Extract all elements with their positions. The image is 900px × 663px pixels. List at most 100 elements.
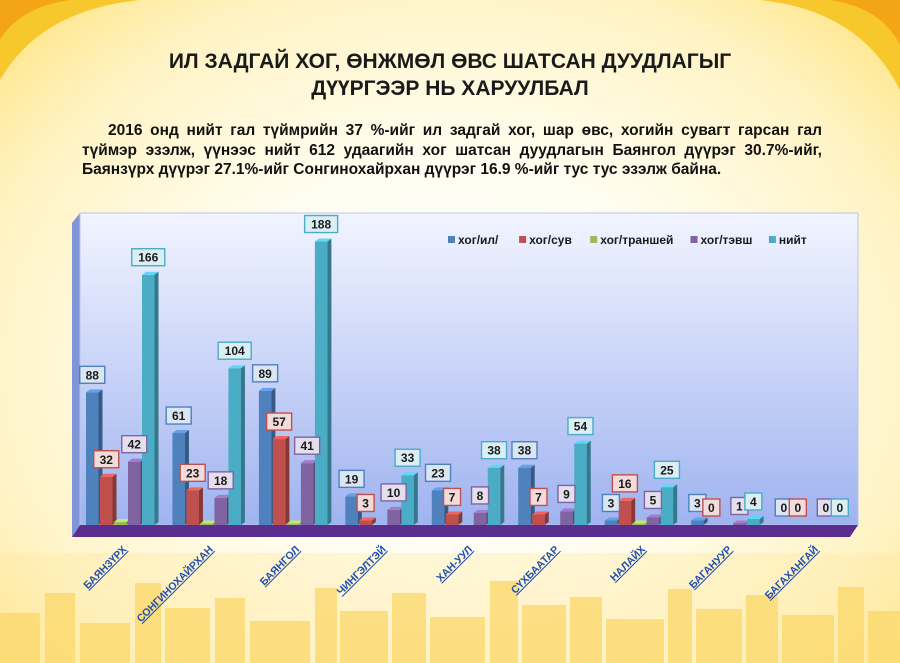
data-label: 33 <box>401 451 415 465</box>
bar-top <box>445 511 463 515</box>
bar-top <box>286 520 304 524</box>
data-label-box <box>567 416 594 436</box>
bar-front <box>300 463 314 525</box>
summary-paragraph: 2016 онд нийт гал түймрийн 37 %-ийг ил з… <box>82 122 822 178</box>
data-label-box <box>79 365 106 385</box>
bar <box>574 440 591 525</box>
bar-front <box>604 520 618 525</box>
data-label: 4 <box>750 495 757 509</box>
bar-top <box>86 389 103 393</box>
legend-swatch <box>448 236 455 243</box>
data-label: 38 <box>518 444 532 458</box>
bar-front <box>272 439 286 525</box>
data-label: 5 <box>650 493 657 507</box>
bar-front <box>747 518 760 525</box>
bar-top <box>142 271 159 275</box>
bar-front <box>431 490 445 525</box>
bar-top <box>114 518 131 522</box>
data-label-box <box>338 469 365 489</box>
data-label-box <box>744 492 763 511</box>
plot-side-wall <box>72 213 80 537</box>
legend-entry: хог/тэвш <box>701 233 753 247</box>
bar-front <box>172 433 185 525</box>
bar <box>359 517 376 525</box>
bar-side <box>631 497 636 525</box>
data-label-box <box>702 498 721 517</box>
legend-entry: хог/траншей <box>600 233 673 247</box>
data-label: 3 <box>608 496 615 510</box>
bar-side <box>327 238 332 526</box>
category-label-link[interactable]: СОНГИНОХАЙРХАН <box>134 543 216 625</box>
bar <box>691 517 708 525</box>
bar-front <box>473 512 487 525</box>
bar-side <box>759 515 764 525</box>
bar-top <box>258 387 276 391</box>
data-label-box <box>511 441 538 460</box>
bar-side <box>458 511 463 525</box>
bar-front <box>314 241 328 526</box>
category-label-link[interactable]: БАЯНЗҮРХ <box>81 544 129 592</box>
bar <box>272 436 290 525</box>
bar-top <box>200 520 217 524</box>
data-label-box <box>207 471 234 490</box>
category-label-link[interactable]: БАЯНГОЛ <box>258 544 303 589</box>
data-label-box <box>121 434 148 454</box>
bar-top <box>473 509 491 513</box>
data-label-box <box>470 486 490 505</box>
title-line-2: ДҮҮРГЭЭР НЬ ХАРУУЛБАЛ <box>311 77 589 100</box>
data-label-box <box>251 364 279 383</box>
bar-front <box>387 509 400 525</box>
data-label: 38 <box>487 444 501 458</box>
data-label: 32 <box>100 453 114 467</box>
bar-front <box>660 487 674 525</box>
data-label: 41 <box>300 439 314 453</box>
bar-side <box>500 464 505 525</box>
bar <box>100 473 117 525</box>
category-label-link[interactable]: БАГАХАНГАЙ <box>762 543 821 602</box>
category-label-link[interactable]: НАЛАЙХ <box>607 543 648 584</box>
category-label-link[interactable]: СҮХБААТАР <box>509 544 562 597</box>
data-label: 10 <box>387 486 401 500</box>
legend-entry: хог/сув <box>529 233 572 247</box>
bar <box>747 515 764 525</box>
data-label-box <box>601 493 621 513</box>
bar-front <box>532 514 545 525</box>
bar-side <box>240 365 245 525</box>
data-label: 61 <box>172 409 186 423</box>
bar <box>228 365 245 525</box>
data-label-box <box>217 341 252 360</box>
bar-side <box>544 511 549 525</box>
category-label-link[interactable]: БАГАНУУР <box>687 544 735 592</box>
category-label-link[interactable]: ХАН-УУЛ <box>434 544 475 585</box>
bar-top <box>518 464 535 468</box>
data-label-box <box>380 483 407 502</box>
data-label: 0 <box>780 501 787 515</box>
bar-front <box>286 523 300 525</box>
data-label-box <box>442 487 462 507</box>
data-label: 166 <box>138 251 158 265</box>
data-label: 16 <box>618 477 632 491</box>
bar-side <box>586 440 591 525</box>
bar-side <box>673 484 678 525</box>
data-label-box <box>293 436 321 455</box>
bar <box>487 464 505 525</box>
data-label-box <box>394 448 421 467</box>
data-label: 25 <box>660 463 674 477</box>
bar-top <box>359 517 376 521</box>
data-label: 3 <box>362 496 369 510</box>
bar-top <box>128 458 145 462</box>
bar-front <box>632 523 646 525</box>
data-label: 54 <box>574 420 588 434</box>
data-label-box <box>529 487 548 507</box>
data-label: 57 <box>272 415 286 429</box>
bar-front <box>518 467 531 525</box>
data-label-box <box>265 412 293 431</box>
data-label: 0 <box>708 501 715 515</box>
bar-front <box>560 511 573 525</box>
data-label: 23 <box>431 466 445 480</box>
data-label-box <box>788 498 808 517</box>
bar-top <box>733 520 750 524</box>
category-label-link[interactable]: ЧИНГЭЛТЭЙ <box>334 543 389 598</box>
bar-top <box>228 365 245 369</box>
